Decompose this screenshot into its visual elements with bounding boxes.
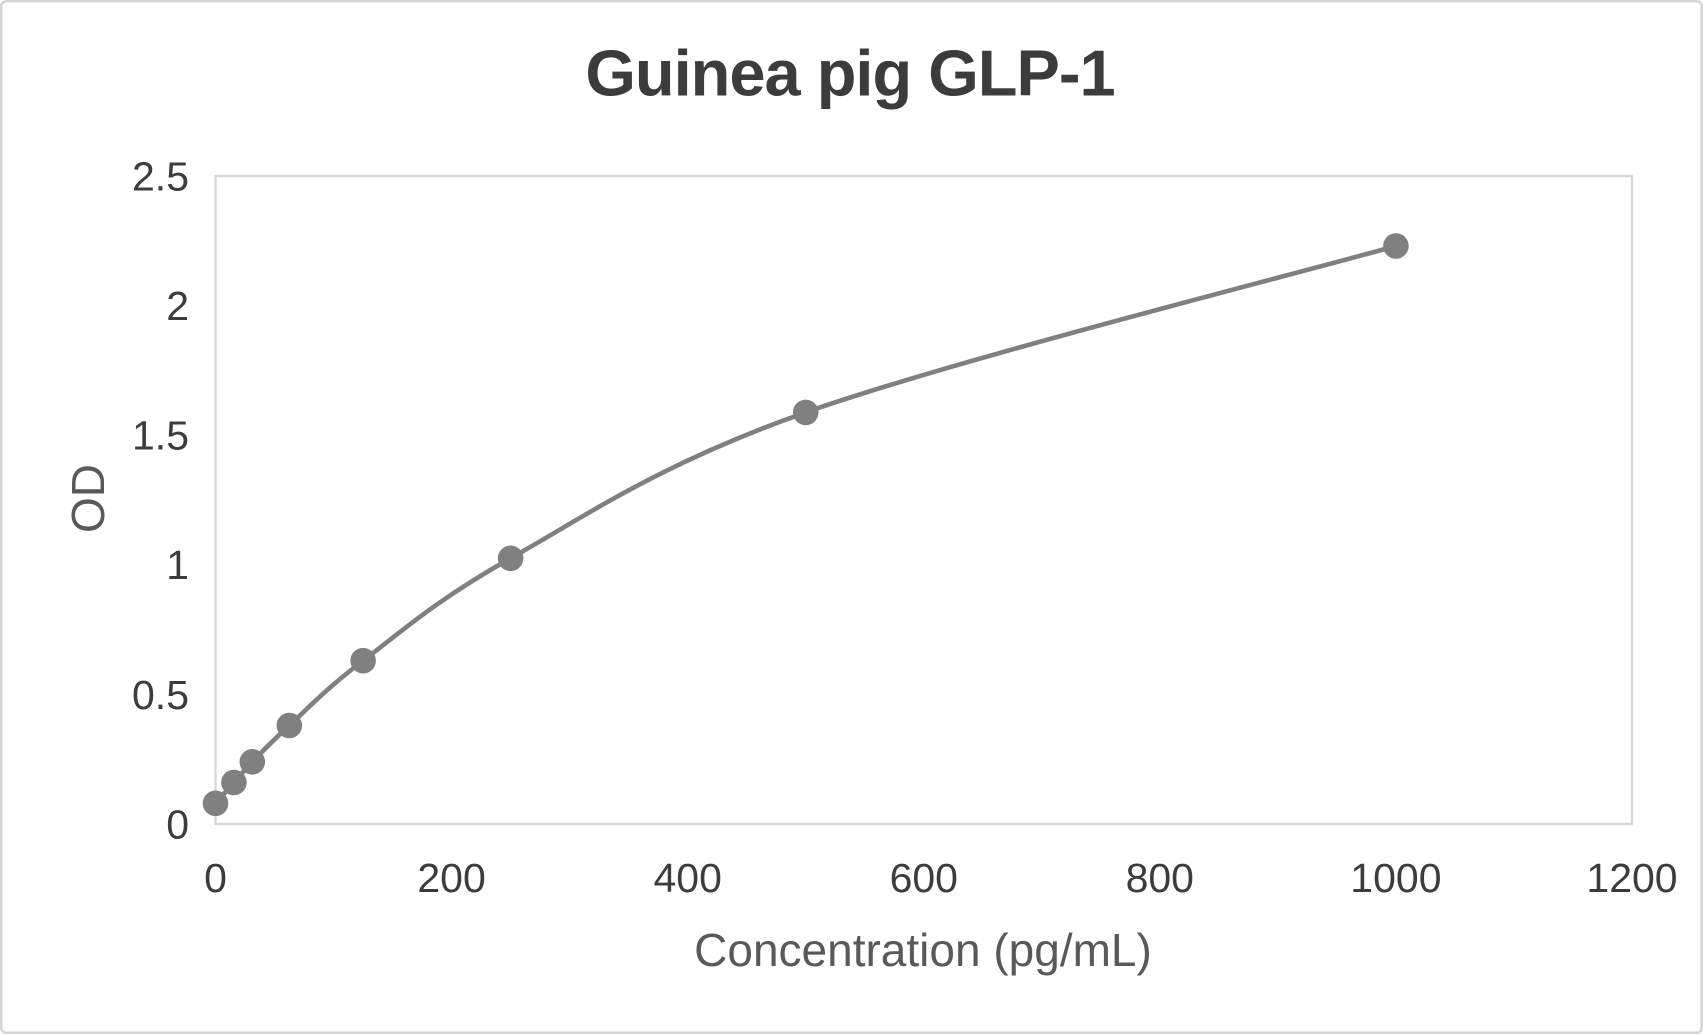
svg-text:400: 400 bbox=[653, 855, 721, 901]
svg-text:1000: 1000 bbox=[1350, 855, 1441, 901]
svg-text:OD: OD bbox=[62, 464, 114, 533]
svg-text:1200: 1200 bbox=[1586, 855, 1677, 901]
svg-text:0.5: 0.5 bbox=[132, 672, 189, 718]
svg-text:1: 1 bbox=[166, 542, 189, 588]
svg-text:600: 600 bbox=[890, 855, 958, 901]
svg-text:200: 200 bbox=[417, 855, 485, 901]
svg-text:1.5: 1.5 bbox=[132, 413, 189, 459]
svg-text:0: 0 bbox=[204, 855, 227, 901]
svg-text:800: 800 bbox=[1126, 855, 1194, 901]
svg-text:Concentration (pg/mL): Concentration (pg/mL) bbox=[694, 924, 1152, 976]
svg-text:2.5: 2.5 bbox=[132, 153, 189, 199]
svg-text:Guinea pig GLP-1: Guinea pig GLP-1 bbox=[585, 37, 1114, 110]
svg-text:2: 2 bbox=[166, 283, 189, 329]
svg-text:0: 0 bbox=[166, 801, 189, 847]
